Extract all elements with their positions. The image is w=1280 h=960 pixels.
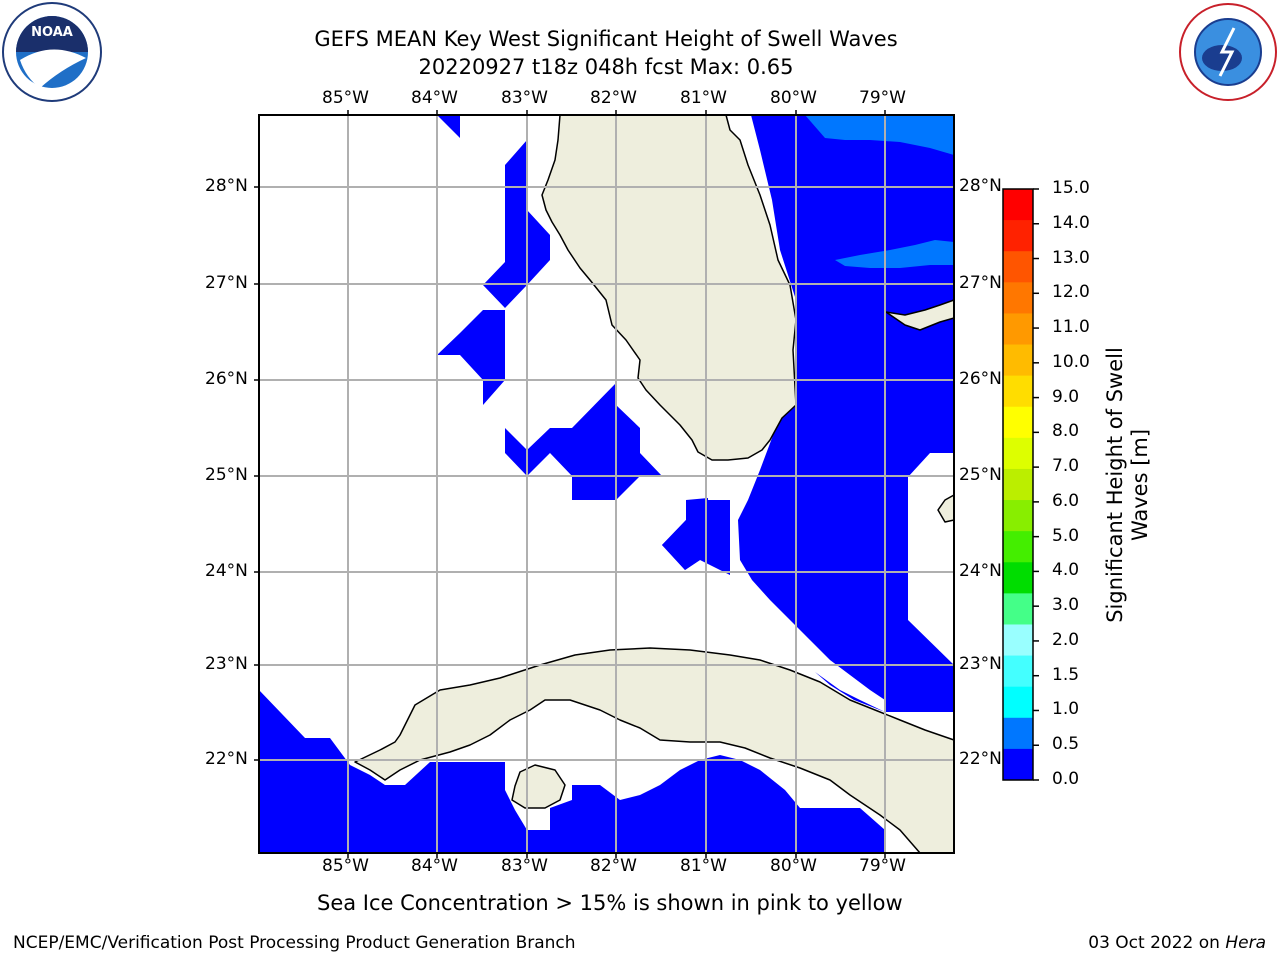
colorbar [1002, 188, 1039, 781]
lat-label-left: 24°N [205, 561, 248, 581]
lat-label-left: 26°N [205, 369, 248, 389]
colorbar-swatch [1003, 220, 1033, 252]
lat-label-right: 28°N [959, 176, 1002, 196]
colorbar-tick-label: 2.0 [1052, 629, 1080, 650]
colorbar-label-line1: Significant Height of Swell [1103, 347, 1127, 623]
lon-label-bottom: 81°W [680, 856, 727, 876]
lat-label-right: 23°N [959, 654, 1002, 674]
footer-date: 03 Oct 2022 on Hera [1088, 933, 1266, 953]
lat-label-right: 27°N [959, 273, 1002, 293]
graticule [259, 115, 954, 853]
colorbar-swatch [1003, 375, 1033, 408]
colorbar-tick-label: 4.0 [1052, 560, 1080, 581]
lon-label-top: 80°W [770, 88, 817, 108]
colorbar-swatch [1003, 344, 1033, 377]
colorbar-tick-label: 6.0 [1052, 490, 1080, 511]
colorbar-swatch [1003, 624, 1033, 657]
colorbar-tick-label: 10.0 [1052, 351, 1090, 372]
colorbar-tick-label: 14.0 [1052, 212, 1090, 233]
map-frame [258, 114, 955, 854]
colorbar-swatch [1003, 406, 1033, 439]
lon-label-bottom: 82°W [590, 856, 637, 876]
colorbar-tick-label: 8.0 [1052, 421, 1080, 442]
colorbar-tick-label: 3.0 [1052, 595, 1080, 616]
lat-label-right: 22°N [959, 749, 1002, 769]
colorbar-tick-label: 9.0 [1052, 386, 1080, 407]
chart-title: GEFS MEAN Key West Significant Height of… [314, 27, 898, 51]
colorbar-swatch [1003, 748, 1033, 781]
colorbar-swatch [1003, 468, 1033, 501]
lon-label-top: 82°W [590, 88, 637, 108]
colorbar-tick-label: 7.0 [1052, 456, 1080, 477]
lat-label-left: 25°N [205, 465, 248, 485]
lon-label-bottom: 80°W [770, 856, 817, 876]
lon-label-bottom: 83°W [501, 856, 548, 876]
colorbar-tick-label: 0.5 [1052, 734, 1080, 755]
colorbar-tick-label: 0.0 [1052, 769, 1080, 789]
lat-label-left: 28°N [205, 176, 248, 196]
colorbar-frame [1002, 188, 1034, 781]
colorbar-swatch [1003, 655, 1033, 688]
colorbar-tick-label: 1.0 [1052, 699, 1080, 720]
lon-label-top: 85°W [322, 88, 369, 108]
lon-label-bottom: 79°W [859, 856, 906, 876]
lon-label-bottom: 84°W [411, 856, 458, 876]
lat-label-left: 27°N [205, 273, 248, 293]
colorbar-tick-label: 11.0 [1052, 317, 1090, 338]
colorbar-swatch [1003, 531, 1033, 563]
chart-subtitle: 20220927 t18z 048h fcst Max: 0.65 [418, 55, 794, 79]
colorbar-label-line2: Waves [m] [1128, 428, 1152, 542]
colorbar-swatch [1003, 562, 1033, 594]
colorbar-tick-label: 12.0 [1052, 282, 1090, 303]
svg-text:NOAA: NOAA [31, 25, 73, 40]
lat-label-right: 24°N [959, 561, 1002, 581]
lon-label-top: 84°W [411, 88, 458, 108]
footer-date-text: 03 Oct 2022 on [1088, 933, 1220, 953]
lon-label-top: 81°W [680, 88, 727, 108]
colorbar-swatch [1003, 313, 1033, 346]
noaa-logo: NOAA [2, 2, 102, 102]
lon-label-bottom: 85°W [322, 856, 369, 876]
colorbar-swatch [1003, 251, 1033, 283]
sea-ice-note: Sea Ice Concentration > 15% is shown in … [317, 891, 903, 915]
lon-label-top: 79°W [859, 88, 906, 108]
colorbar-swatch [1003, 686, 1033, 719]
footer-credit: NCEP/EMC/Verification Post Processing Pr… [13, 933, 576, 953]
colorbar-tick-label: 1.5 [1052, 664, 1080, 685]
colorbar-swatch [1003, 500, 1033, 532]
nws-logo [1179, 3, 1277, 101]
lat-label-left: 22°N [205, 749, 248, 769]
colorbar-tick-label: 15.0 [1052, 178, 1090, 198]
colorbar-swatch [1003, 717, 1033, 750]
colorbar-tick-label: 5.0 [1052, 525, 1080, 546]
land-masses [354, 114, 955, 854]
footer-system: Hera [1225, 933, 1266, 953]
lat-label-right: 26°N [959, 369, 1002, 389]
lat-label-right: 25°N [959, 465, 1002, 485]
colorbar-tick-label: 13.0 [1052, 247, 1090, 268]
lon-label-top: 83°W [501, 88, 548, 108]
colorbar-swatch [1003, 189, 1033, 221]
lat-label-left: 23°N [205, 654, 248, 674]
colorbar-swatch [1003, 437, 1033, 470]
swell-height-field [259, 115, 954, 853]
colorbar-swatch [1003, 593, 1033, 625]
colorbar-swatch [1003, 282, 1033, 314]
map-area [254, 110, 955, 858]
